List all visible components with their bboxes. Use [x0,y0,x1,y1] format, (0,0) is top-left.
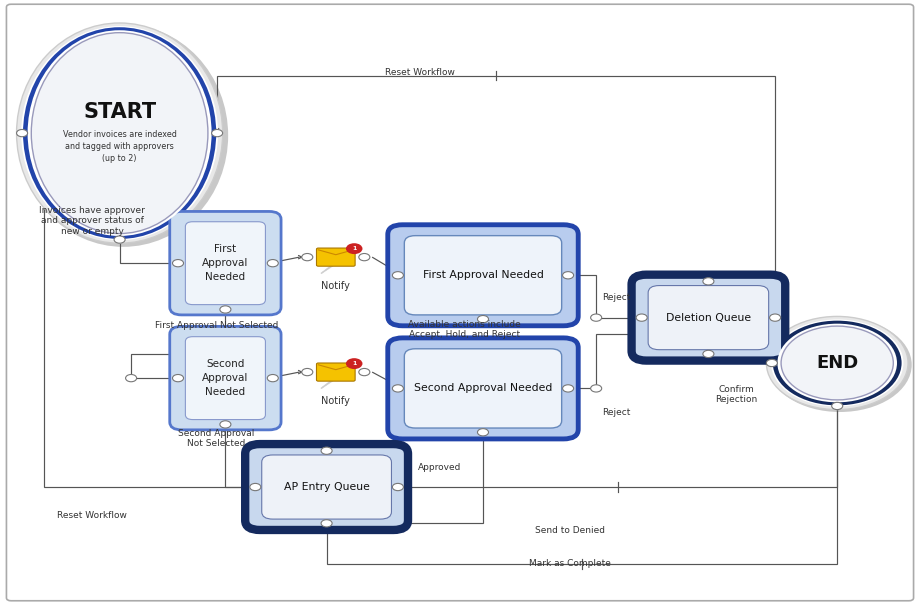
Circle shape [346,358,362,369]
Circle shape [777,324,896,402]
Text: START: START [83,102,156,122]
FancyBboxPatch shape [648,286,768,350]
Circle shape [321,447,332,454]
FancyBboxPatch shape [244,444,408,530]
Circle shape [391,483,403,491]
Text: AP Entry Queue: AP Entry Queue [283,482,369,492]
Text: Notify: Notify [321,281,350,292]
Circle shape [220,306,231,313]
Text: Reject: Reject [602,293,630,302]
Circle shape [125,374,137,382]
Text: Notify: Notify [321,396,350,407]
Text: First Approval Not Selected: First Approval Not Selected [154,321,278,330]
Text: First Approval Needed: First Approval Needed [422,270,543,280]
Ellipse shape [17,23,222,243]
Text: Available actions include
Accept, Hold, and Reject: Available actions include Accept, Hold, … [408,320,520,339]
FancyBboxPatch shape [186,222,266,305]
Circle shape [267,374,278,382]
FancyBboxPatch shape [186,336,266,420]
Text: Reset Workflow: Reset Workflow [57,511,127,520]
Circle shape [562,272,573,279]
FancyBboxPatch shape [404,348,561,428]
Circle shape [702,278,713,285]
Circle shape [391,385,403,392]
Circle shape [590,385,601,392]
Text: Reset Workflow: Reset Workflow [384,68,454,77]
Text: Approved: Approved [417,463,461,471]
Text: Send to Denied: Send to Denied [535,526,605,535]
Circle shape [562,385,573,392]
FancyBboxPatch shape [638,279,786,361]
Circle shape [590,314,601,321]
Text: Invoices have approver
and approver status of
new or empty: Invoices have approver and approver stat… [39,206,145,236]
Circle shape [391,272,403,279]
Text: 1: 1 [352,361,356,366]
Circle shape [301,253,312,261]
Circle shape [17,129,28,137]
FancyBboxPatch shape [631,275,785,361]
FancyBboxPatch shape [170,212,281,315]
Ellipse shape [21,26,218,240]
Circle shape [173,374,184,382]
Circle shape [477,316,488,323]
Text: Deletion Queue: Deletion Queue [665,313,750,322]
Circle shape [267,260,278,267]
FancyBboxPatch shape [176,330,281,430]
Circle shape [767,318,911,412]
Circle shape [769,314,779,321]
Circle shape [358,368,369,376]
FancyBboxPatch shape [170,327,281,430]
FancyBboxPatch shape [176,215,281,315]
Circle shape [772,321,901,405]
Text: Second Approval Needed: Second Approval Needed [414,384,551,393]
Circle shape [702,350,713,358]
Circle shape [766,316,907,410]
FancyBboxPatch shape [404,235,561,315]
Text: Reject: Reject [602,408,630,417]
Circle shape [346,243,362,254]
FancyBboxPatch shape [388,224,578,325]
Circle shape [173,260,184,267]
FancyBboxPatch shape [394,342,579,439]
FancyBboxPatch shape [252,448,408,531]
Ellipse shape [23,27,216,239]
FancyBboxPatch shape [316,363,355,381]
Text: 1: 1 [352,246,356,251]
Text: First
Approval
Needed: First Approval Needed [202,244,248,282]
Circle shape [358,253,369,261]
Circle shape [780,326,892,400]
Circle shape [636,314,647,321]
Text: Vendor invoices are indexed
and tagged with approvers
(up to 2): Vendor invoices are indexed and tagged w… [62,130,176,163]
Circle shape [770,319,902,407]
FancyBboxPatch shape [394,229,579,327]
Text: Mark as Complete: Mark as Complete [529,560,610,568]
Text: Confirm
Rejection: Confirm Rejection [714,385,756,404]
Circle shape [249,483,261,491]
Ellipse shape [28,30,211,236]
Circle shape [220,421,231,428]
Circle shape [211,129,222,137]
Text: END: END [815,354,857,372]
Circle shape [831,402,842,410]
Circle shape [301,368,312,376]
FancyBboxPatch shape [6,4,913,601]
Ellipse shape [18,24,228,247]
FancyBboxPatch shape [388,338,578,439]
Circle shape [321,520,332,527]
Polygon shape [321,381,333,388]
Text: Second
Approval
Needed: Second Approval Needed [202,359,248,397]
Circle shape [114,236,125,243]
Text: Second Approval
Not Selected: Second Approval Not Selected [177,429,255,448]
Polygon shape [321,266,333,273]
Ellipse shape [31,33,208,234]
FancyBboxPatch shape [316,248,355,266]
Circle shape [477,428,488,436]
FancyBboxPatch shape [262,455,391,519]
Circle shape [766,359,777,367]
